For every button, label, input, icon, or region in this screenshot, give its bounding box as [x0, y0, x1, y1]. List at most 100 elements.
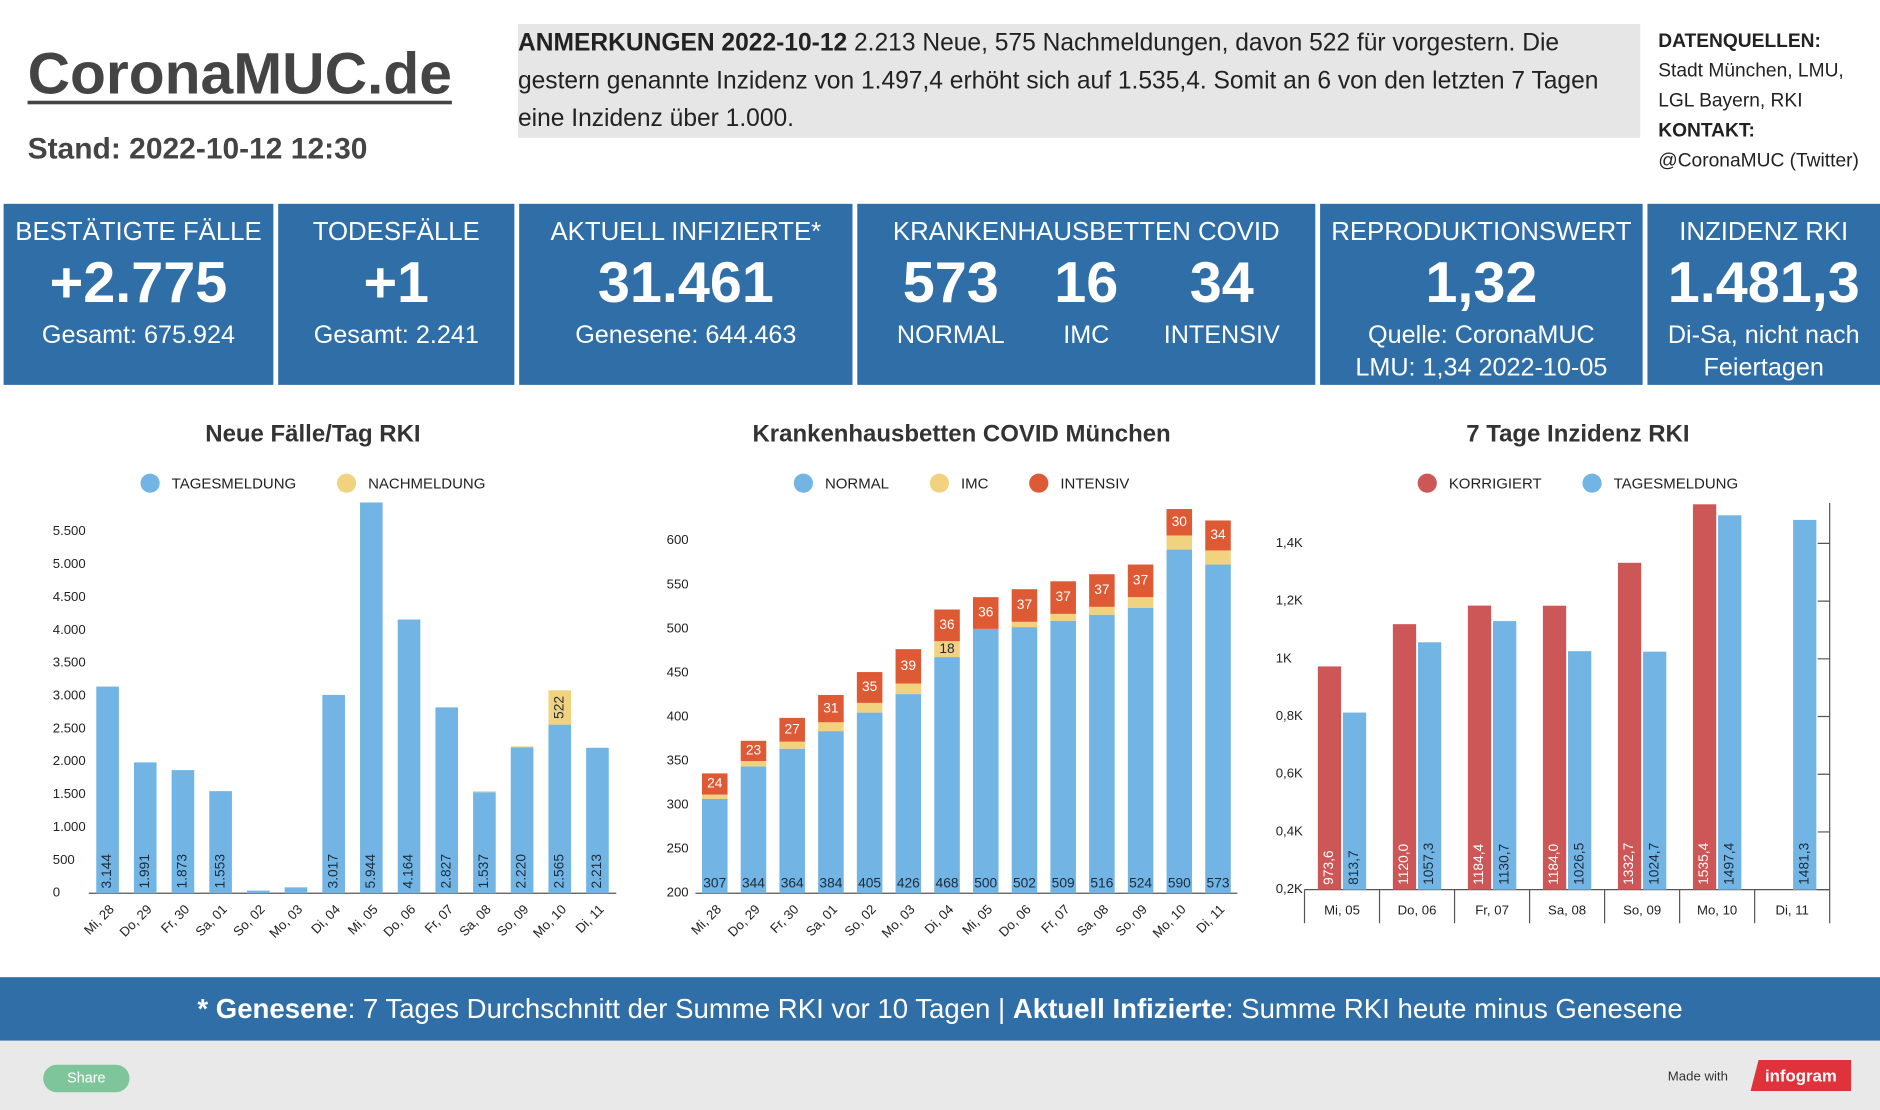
kpi-value: +1: [363, 251, 430, 316]
bar: [473, 791, 496, 793]
value-label: 2.213: [589, 854, 604, 889]
value-label: 384: [819, 875, 842, 890]
kpi-value: 573: [902, 251, 999, 316]
kpi-box: BESTÄTIGTE FÄLLE +2.775 Gesamt: 675.924: [3, 203, 274, 385]
y-tick-label: 1,2K: [1276, 593, 1303, 608]
bar: [895, 649, 922, 684]
y-tick-label: 400: [667, 708, 689, 723]
kpi-item-label: NORMAL: [896, 321, 1005, 349]
value-label: 24: [707, 776, 723, 791]
x-tick-label: So, 02: [841, 902, 879, 940]
x-tick-label: Mo, 03: [879, 902, 918, 941]
kpi-item: 573 NORMAL: [883, 249, 1018, 351]
bar: [856, 712, 883, 894]
value-label: 1332,7: [1621, 843, 1636, 885]
bar: [1166, 509, 1193, 536]
kpi-sub: Quelle: CoronaMUC: [1368, 321, 1595, 349]
bar: [895, 683, 922, 695]
y-tick-label: 0,8K: [1276, 708, 1303, 723]
kpi-title: AKTUELL INFIZIERTE*: [550, 217, 822, 246]
sources-line: LGL Bayern, RKI: [1658, 91, 1803, 112]
y-tick-label: 1,4K: [1276, 535, 1303, 550]
footnote: * Genesene: 7 Tages Durchschnitt der Sum…: [0, 977, 1880, 1041]
bar: [510, 747, 534, 894]
kpi-title: TODESFÄLLE: [312, 217, 480, 246]
bar: [818, 694, 844, 723]
value-label: 39: [901, 658, 916, 673]
kpi-value: 1.481,3: [1667, 251, 1860, 316]
value-label: 2.827: [438, 854, 453, 888]
kpi-sub: Gesamt: 675.924: [41, 321, 236, 349]
bar: [702, 773, 728, 795]
y-tick-label: 1.500: [53, 786, 86, 801]
legend-swatch: [1029, 473, 1049, 493]
x-tick-label: Do, 06: [380, 902, 418, 940]
bar: [1793, 519, 1817, 890]
value-label: 37: [1133, 572, 1148, 587]
x-tick-label: Di, 11: [573, 902, 607, 936]
value-label: 973,6: [1321, 850, 1336, 885]
bar: [895, 694, 922, 894]
brand[interactable]: CoronaMUC.de: [27, 41, 452, 107]
value-label: 522: [551, 696, 566, 719]
value-label: 5.944: [363, 854, 378, 889]
bar: [322, 694, 345, 894]
bar: [1718, 515, 1742, 890]
bar: [1317, 666, 1342, 890]
value-label: 2.220: [514, 854, 529, 889]
share-button[interactable]: Share: [43, 1064, 130, 1093]
bar: [548, 690, 572, 725]
value-label: 1497,4: [1721, 842, 1736, 884]
kpi-item-label: IMC: [1063, 321, 1110, 349]
legend-swatch: [336, 473, 357, 493]
legend-label: KORRIGIERT: [1449, 475, 1542, 492]
bar: [779, 717, 805, 742]
kpi-sub: Gesamt: 2.241: [313, 321, 479, 349]
value-label: 1120,0: [1396, 843, 1411, 884]
made-with: Made with: [1667, 1069, 1728, 1084]
bar: [779, 741, 805, 749]
bar: [1617, 562, 1642, 890]
value-label: 31: [823, 700, 838, 715]
timestamp: Stand: 2022-10-12 12:30: [27, 131, 368, 166]
footnote-text: : 7 Tages Durchschnitt der Summe RKI vor…: [347, 992, 1013, 1024]
value-label: 1057,3: [1421, 842, 1436, 884]
bar: [1166, 535, 1193, 550]
legend: TAGESMELDUNG NACHMELDUNG: [140, 473, 485, 493]
bar: [548, 724, 572, 894]
x-tick-label: Mi, 28: [688, 902, 724, 938]
footnote-term: * Genesene: [197, 992, 348, 1024]
kpi-title: BESTÄTIGTE FÄLLE: [15, 217, 262, 246]
bar: [209, 791, 232, 894]
value-label: 426: [897, 875, 920, 890]
notes-label: ANMERKUNGEN 2022-10-12: [517, 28, 848, 57]
kpi-box: REPRODUKTIONSWERT 1,32 Quelle: CoronaMUC…: [1320, 203, 1643, 385]
legend: NORMAL IMC INTENSIV: [793, 473, 1129, 493]
legend-label: TAGESMELDUNG: [172, 475, 296, 492]
x-tick-label: Sa, 08: [1074, 902, 1112, 940]
bar: [1011, 621, 1038, 628]
legend-swatch: [140, 473, 160, 493]
x-tick-label: So, 09: [494, 902, 532, 940]
bar: [1050, 613, 1076, 621]
y-tick-label: 350: [667, 753, 689, 768]
y-tick-label: 3.500: [53, 655, 86, 670]
x-tick-label: Fr, 30: [767, 902, 801, 936]
infogram-logo[interactable]: infogram: [1750, 1059, 1852, 1092]
value-label: 405: [858, 875, 881, 890]
value-label: 509: [1052, 875, 1075, 890]
y-tick-label: 0,4K: [1276, 823, 1303, 838]
bar: [1127, 607, 1154, 894]
bar: [702, 794, 728, 799]
x-tick-label: Fr, 07: [422, 902, 456, 936]
kpi-value: 1,32: [1425, 251, 1538, 316]
bar: [284, 887, 308, 894]
y-tick-label: 1.000: [53, 819, 86, 834]
kpi-title: INZIDENZ RKI: [1679, 217, 1849, 246]
kpi-sub: Feiertagen: [1703, 353, 1824, 382]
bar: [818, 731, 844, 894]
value-label: 2.565: [551, 854, 566, 889]
kpi-value: 34: [1189, 251, 1254, 316]
bar: [856, 672, 883, 703]
x-tick-label: Sa, 08: [456, 902, 494, 940]
